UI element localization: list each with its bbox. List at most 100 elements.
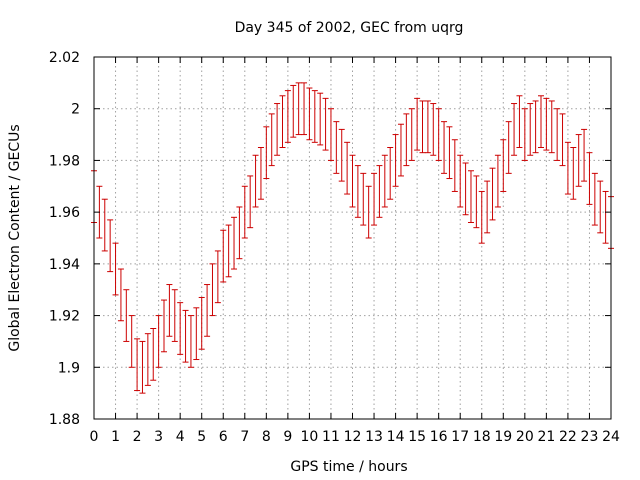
error-bar-point [446, 126, 453, 180]
error-bar-point [128, 315, 135, 368]
error-bar-point [435, 108, 442, 161]
y-tick-label: 1.98 [49, 153, 80, 169]
error-bar-point [570, 147, 577, 200]
error-bar-point [597, 180, 604, 234]
error-bar-point [327, 108, 334, 161]
error-bar-point [247, 175, 254, 229]
error-bar-point [521, 108, 528, 161]
error-bar-point [581, 128, 588, 182]
error-bar-point [317, 92, 324, 146]
x-tick-label: 20 [516, 429, 534, 445]
error-bar-point [134, 338, 141, 392]
x-tick-label: 10 [301, 429, 319, 445]
axis-ticks [93, 56, 612, 420]
error-bar-point [182, 309, 189, 363]
error-bar-point [451, 139, 458, 192]
error-bar-point [322, 97, 329, 151]
error-bar-point [408, 108, 415, 161]
error-bar-point [494, 154, 501, 208]
error-bar-point [101, 198, 108, 252]
x-tick-label: 4 [176, 429, 185, 445]
x-tick-label: 6 [219, 429, 228, 445]
error-bar-point [139, 340, 146, 394]
x-tick-label: 11 [322, 429, 340, 445]
error-bar-point [193, 307, 200, 361]
error-bar-point [214, 250, 221, 304]
x-tick-labels: 0 1 2 3 4 5 6 7 8 9 10 11 12 13 14 15 16 17 18 19 20 21 22 23 24 [90, 429, 620, 445]
error-bar-point [295, 82, 302, 136]
error-bar-point [344, 141, 351, 195]
error-bar-point [123, 289, 130, 342]
error-bar-point [187, 315, 194, 368]
error-bar-point [500, 139, 507, 192]
error-bar-point [252, 154, 259, 208]
error-bar-point [505, 121, 512, 174]
x-tick-label: 0 [90, 429, 99, 445]
error-bar-point [532, 100, 539, 154]
error-bar-point [548, 100, 555, 154]
error-bar-point [554, 108, 561, 161]
grid-lines [94, 57, 611, 419]
x-tick-label: 22 [559, 429, 577, 445]
y-tick-label: 2.02 [49, 50, 80, 66]
error-bar-point [564, 141, 571, 195]
error-bar-point [225, 224, 232, 278]
error-bar-point [284, 90, 291, 143]
error-bar-point [478, 190, 485, 244]
x-tick-label: 21 [537, 429, 555, 445]
x-tick-label: 13 [365, 429, 383, 445]
x-axis-label: GPS time / hours [290, 459, 407, 475]
error-bar-point [220, 229, 227, 283]
y-tick-label: 2 [71, 102, 80, 118]
error-bar-point [333, 121, 340, 174]
error-bar-point [397, 123, 404, 177]
x-tick-label: 5 [197, 429, 206, 445]
error-bar-point [516, 95, 523, 148]
error-bar-point [575, 134, 582, 187]
error-bar-point [144, 333, 151, 386]
error-bar-point [268, 113, 275, 167]
error-bar-point [274, 103, 281, 156]
error-bar-point [403, 113, 410, 167]
chart-title: Day 345 of 2002, GEC from uqrg [235, 20, 464, 36]
error-bar-point [586, 152, 593, 205]
error-bar-point [602, 190, 609, 244]
error-bar-point [457, 154, 464, 208]
error-bar-point [371, 172, 378, 226]
x-tick-label: 24 [602, 429, 620, 445]
y-axis-label: Global Electron Content / GECUs [7, 124, 23, 351]
y-tick-label: 1.94 [49, 257, 80, 273]
error-bar-point [290, 84, 297, 138]
error-bar-point [387, 147, 394, 200]
x-tick-label: 2 [133, 429, 142, 445]
y-tick-label: 1.88 [49, 412, 80, 428]
error-bar-point [543, 97, 550, 151]
error-bar-point [381, 154, 388, 208]
error-bar-point [365, 185, 372, 239]
x-tick-label: 19 [494, 429, 512, 445]
x-tick-label: 7 [240, 429, 249, 445]
error-bar-point [279, 95, 286, 148]
error-bar-point [209, 263, 216, 317]
error-bar-point [150, 328, 157, 381]
x-tick-label: 3 [154, 429, 163, 445]
error-bar-point [441, 121, 448, 174]
error-bar-point [155, 315, 162, 368]
error-bar-point [263, 126, 270, 180]
error-bar-point [473, 175, 480, 229]
error-bar-point [527, 103, 534, 156]
error-bar-point [117, 268, 124, 322]
error-bar-point [204, 284, 211, 337]
x-tick-label: 15 [408, 429, 426, 445]
error-bar-point [392, 134, 399, 187]
error-bar-point [161, 299, 168, 353]
x-tick-label: 17 [451, 429, 469, 445]
y-tick-label: 1.9 [58, 360, 80, 376]
error-bar-point [107, 219, 114, 273]
x-tick-label: 23 [581, 429, 599, 445]
x-tick-label: 8 [262, 429, 271, 445]
error-bar-point [591, 172, 598, 226]
error-bar-point [171, 289, 178, 342]
x-tick-label: 1 [111, 429, 120, 445]
